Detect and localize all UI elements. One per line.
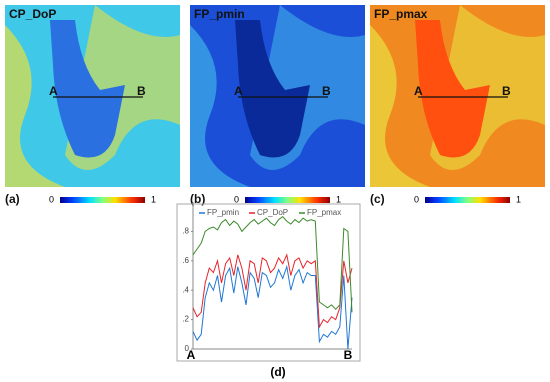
point-label: B [322, 84, 331, 98]
lake [235, 20, 310, 158]
panel-tag: (d) [270, 365, 285, 379]
panel-title: FP_pmin [194, 7, 245, 21]
chart-frame [176, 203, 361, 362]
colorbar-tick-label: 0 [49, 194, 54, 204]
panel-tag: (b) [190, 192, 205, 206]
legend-label: FP_pmax [307, 208, 341, 217]
colorbar-tick-label: 0 [234, 194, 239, 204]
y-tick-label: .8 [182, 227, 189, 236]
colorbar-tick-label: 0 [414, 194, 419, 204]
colorbar-tick-label: 1 [336, 194, 341, 204]
colorbar [245, 197, 330, 203]
colorbar [60, 197, 145, 203]
point-label: B [137, 84, 146, 98]
legend-label: CP_DoP [257, 208, 288, 217]
series-line [192, 253, 353, 329]
map-region [370, 25, 430, 187]
x-label: B [344, 348, 353, 362]
point-label: A [234, 84, 243, 98]
x-label: A [187, 348, 196, 362]
panel-tag: (a) [5, 192, 20, 206]
panel-title: FP_pmax [374, 7, 428, 21]
colorbar-tick-label: 1 [151, 194, 156, 204]
lake [50, 20, 125, 158]
panel-tag: (c) [370, 192, 385, 206]
point-label: A [414, 84, 423, 98]
lake [415, 20, 490, 158]
panel-title: CP_DoP [9, 7, 56, 21]
legend-label: FP_pmin [207, 208, 239, 217]
y-tick-label: .2 [182, 315, 189, 324]
series-line [192, 264, 353, 350]
colorbar-tick-label: 1 [516, 194, 521, 204]
y-tick-label: 0 [185, 344, 190, 353]
point-label: A [49, 84, 58, 98]
y-tick-label: .4 [182, 285, 189, 294]
map-region [5, 25, 65, 187]
y-tick-label: .6 [182, 256, 189, 265]
map-region [190, 25, 250, 187]
point-label: B [502, 84, 511, 98]
colorbar [425, 197, 510, 203]
series-line [192, 216, 353, 313]
